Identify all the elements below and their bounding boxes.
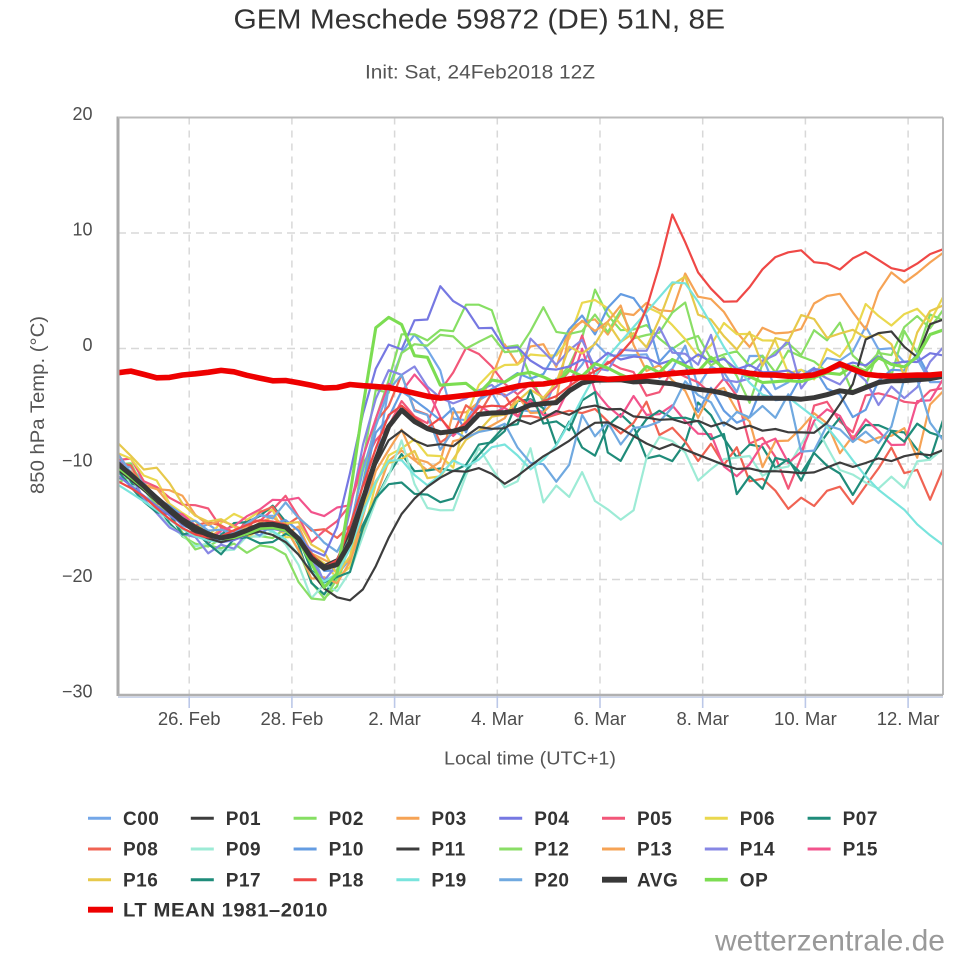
svg-text:Local time (UTC+1): Local time (UTC+1) — [444, 749, 616, 769]
svg-text:P17: P17 — [226, 870, 261, 891]
svg-text:P10: P10 — [329, 840, 364, 861]
svg-text:P03: P03 — [431, 809, 466, 830]
svg-text:10. Mar: 10. Mar — [774, 708, 837, 729]
svg-text:P08: P08 — [123, 840, 158, 861]
svg-text:P09: P09 — [226, 840, 261, 861]
svg-text:10: 10 — [72, 219, 92, 239]
svg-text:AVG: AVG — [637, 870, 678, 891]
svg-text:P12: P12 — [534, 840, 569, 861]
svg-text:−20: −20 — [62, 566, 93, 586]
svg-text:−10: −10 — [62, 450, 93, 470]
svg-text:6. Mar: 6. Mar — [574, 708, 626, 729]
svg-text:P18: P18 — [329, 870, 364, 891]
svg-text:LT MEAN 1981–2010: LT MEAN 1981–2010 — [123, 900, 328, 921]
svg-text:P19: P19 — [431, 870, 466, 891]
svg-text:OP: OP — [740, 870, 768, 891]
svg-text:26. Feb: 26. Feb — [158, 708, 221, 729]
svg-text:P01: P01 — [226, 809, 261, 830]
svg-text:2. Mar: 2. Mar — [368, 708, 420, 729]
svg-text:8. Mar: 8. Mar — [676, 708, 728, 729]
svg-text:P16: P16 — [123, 870, 158, 891]
svg-text:4. Mar: 4. Mar — [471, 708, 523, 729]
svg-text:P14: P14 — [740, 840, 775, 861]
svg-text:12. Mar: 12. Mar — [877, 708, 940, 729]
svg-text:P15: P15 — [843, 840, 878, 861]
svg-text:P05: P05 — [637, 809, 672, 830]
svg-text:GEM Meschede 59872 (DE) 51N, 8: GEM Meschede 59872 (DE) 51N, 8E — [234, 3, 726, 34]
svg-text:P13: P13 — [637, 840, 672, 861]
svg-text:P20: P20 — [534, 870, 569, 891]
svg-text:C00: C00 — [123, 809, 159, 830]
svg-text:850 hPa Temp. (°C): 850 hPa Temp. (°C) — [27, 316, 49, 494]
svg-text:Init: Sat, 24Feb2018 12Z: Init: Sat, 24Feb2018 12Z — [365, 62, 595, 83]
svg-text:P06: P06 — [740, 809, 775, 830]
svg-text:P04: P04 — [534, 809, 569, 830]
svg-text:wetterzentrale.de: wetterzentrale.de — [714, 925, 945, 958]
svg-text:20: 20 — [72, 104, 92, 124]
svg-text:0: 0 — [82, 335, 92, 355]
svg-text:28. Feb: 28. Feb — [261, 708, 324, 729]
svg-text:P02: P02 — [329, 809, 364, 830]
svg-text:P11: P11 — [431, 840, 465, 861]
svg-text:−30: −30 — [62, 681, 93, 701]
svg-text:P07: P07 — [843, 809, 878, 830]
